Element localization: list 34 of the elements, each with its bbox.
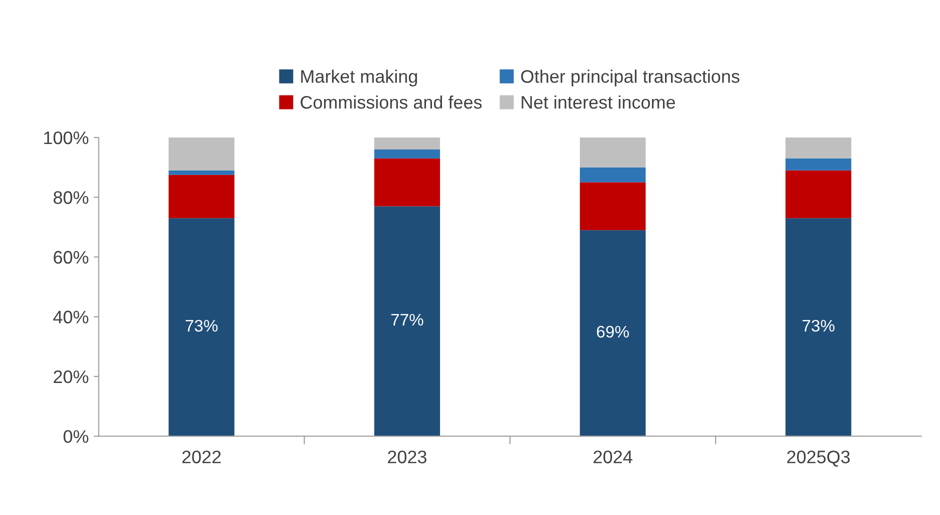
- bar: [785, 218, 852, 436]
- data-label: 69%: [596, 326, 629, 338]
- x-tick-label: 2023: [388, 450, 426, 464]
- legend-label: Other principal transactions: [521, 70, 740, 86]
- x-tick-label: 2025Q3: [787, 450, 850, 467]
- y-tick-label: 60%: [54, 250, 88, 264]
- bar: [374, 206, 440, 436]
- bar: [580, 182, 646, 230]
- bar: [168, 138, 234, 170]
- bar: [580, 230, 646, 436]
- bar: [580, 167, 646, 182]
- x-tick-label: 2022: [182, 450, 221, 464]
- y-tick-label: 0%: [64, 430, 88, 443]
- bar: [785, 138, 852, 158]
- legend-label: Market making: [301, 70, 417, 86]
- bar: [580, 138, 646, 168]
- legend-label: Commissions and fees: [300, 95, 482, 109]
- bar: [168, 174, 234, 218]
- bar: [168, 170, 234, 175]
- y-tick-label: 40%: [53, 310, 88, 324]
- bar: [374, 149, 440, 158]
- y-tick-label: 100%: [44, 131, 88, 144]
- data-label: 73%: [802, 320, 834, 332]
- x-tick-label: 2024: [594, 450, 632, 464]
- bar: [374, 138, 440, 150]
- bar: [168, 218, 234, 436]
- legend-label: Net interest income: [522, 95, 676, 109]
- bar: [785, 170, 852, 218]
- bar: [374, 158, 440, 206]
- bar: [785, 158, 852, 170]
- data-label: 73%: [186, 320, 218, 332]
- y-tick-label: 80%: [54, 191, 88, 204]
- data-label: 77%: [391, 314, 424, 326]
- y-tick-label: 20%: [54, 370, 88, 384]
